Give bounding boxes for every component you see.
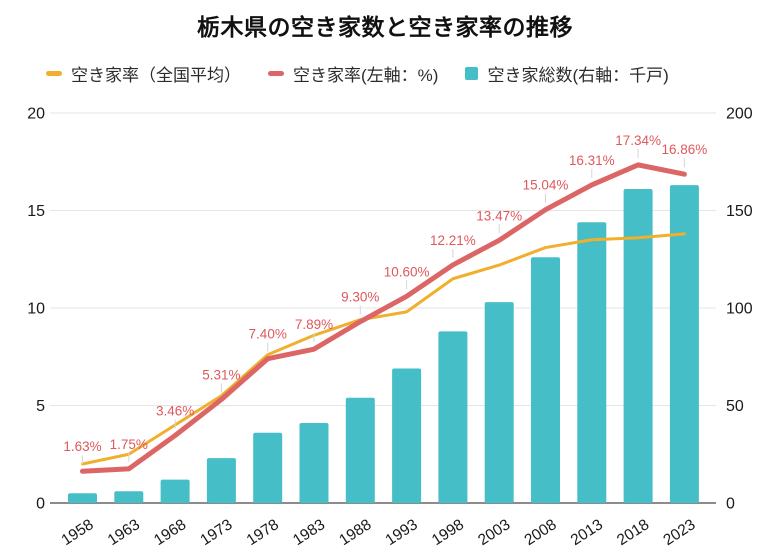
rate-data-label: 10.60% bbox=[384, 264, 430, 279]
right-axis-tick: 0 bbox=[726, 496, 735, 513]
left-axis-tick: 5 bbox=[36, 398, 45, 415]
left-axis-tick: 10 bbox=[27, 301, 45, 318]
x-axis-label: 1958 bbox=[58, 516, 96, 549]
rate-data-label: 7.40% bbox=[249, 327, 287, 342]
x-axis-label: 1988 bbox=[336, 516, 374, 549]
bar-1973 bbox=[206, 458, 236, 503]
x-axis-label: 1998 bbox=[429, 516, 467, 549]
rate-data-label: 16.31% bbox=[569, 153, 615, 168]
left-axis-tick: 15 bbox=[27, 203, 45, 220]
rate-data-label: 7.89% bbox=[295, 317, 333, 332]
bar-2018 bbox=[623, 189, 653, 504]
bar-1978 bbox=[253, 432, 283, 503]
rate-data-label: 13.47% bbox=[476, 208, 522, 223]
bar-1958 bbox=[68, 493, 97, 503]
rate-data-label: 15.04% bbox=[523, 178, 569, 193]
line-swatch-icon bbox=[46, 71, 62, 76]
legend-item-national-average: 空き家率（全国平均） bbox=[46, 61, 241, 86]
bar-2008 bbox=[531, 257, 560, 503]
x-axis-label: 2023 bbox=[660, 516, 698, 549]
rate-data-label: 5.31% bbox=[202, 367, 240, 382]
bar-2013 bbox=[577, 222, 607, 503]
vacancy-rate-line bbox=[80, 162, 687, 474]
bar-1963 bbox=[114, 491, 144, 503]
chart-title: 栃木県の空き家数と空き家率の推移 bbox=[197, 14, 573, 40]
chart-legend: 空き家率（全国平均） 空き家率(左軸：%) 空き家総数(右軸：千戸) bbox=[46, 61, 669, 86]
bar-1983 bbox=[299, 423, 329, 503]
right-axis-tick: 150 bbox=[726, 203, 753, 220]
x-axis-label: 2018 bbox=[614, 516, 652, 549]
x-axis-label: 1983 bbox=[290, 516, 328, 549]
x-axis-label: 1963 bbox=[105, 516, 143, 549]
legend-label: 空き家率(左軸：%) bbox=[293, 66, 439, 85]
legend-label: 空き家総数(右軸：千戸) bbox=[487, 66, 669, 85]
x-axis-label: 1993 bbox=[383, 516, 421, 549]
left-axis-tick: 0 bbox=[36, 496, 45, 513]
x-axis-label: 2003 bbox=[475, 516, 513, 549]
bar-1993 bbox=[392, 368, 422, 503]
legend-item-vacant-total: 空き家総数(右軸：千戸) bbox=[465, 61, 669, 86]
national-average-line bbox=[81, 232, 686, 466]
square-swatch-icon bbox=[465, 67, 479, 80]
right-axis-tick: 100 bbox=[726, 301, 753, 318]
x-axis-label: 1973 bbox=[197, 516, 235, 549]
bar-2023 bbox=[669, 185, 699, 503]
line-swatch-icon bbox=[268, 71, 284, 76]
rate-data-label: 16.86% bbox=[662, 142, 708, 157]
x-axis-label: 1978 bbox=[244, 516, 282, 549]
rate-data-label: 12.21% bbox=[430, 233, 476, 248]
x-axis-label: 2013 bbox=[568, 516, 606, 549]
right-axis-tick: 50 bbox=[726, 398, 744, 415]
bar-1968 bbox=[160, 479, 190, 503]
x-axis-label: 1968 bbox=[151, 516, 189, 549]
x-axis-label: 2008 bbox=[521, 516, 559, 549]
rate-data-label: 17.34% bbox=[615, 133, 661, 148]
rate-data-label: 3.46% bbox=[156, 404, 194, 419]
bar-2003 bbox=[484, 302, 514, 503]
rate-data-label: 9.30% bbox=[341, 290, 379, 305]
legend-label: 空き家率（全国平均） bbox=[71, 66, 241, 85]
left-axis-tick: 20 bbox=[27, 106, 45, 123]
rate-data-label: 1.63% bbox=[63, 439, 101, 454]
legend-item-vacancy-rate: 空き家率(左軸：%) bbox=[268, 61, 438, 86]
bar-1998 bbox=[438, 331, 468, 503]
right-axis-tick: 200 bbox=[726, 106, 753, 123]
rate-data-label: 1.75% bbox=[110, 437, 148, 452]
bar-1988 bbox=[345, 397, 375, 503]
